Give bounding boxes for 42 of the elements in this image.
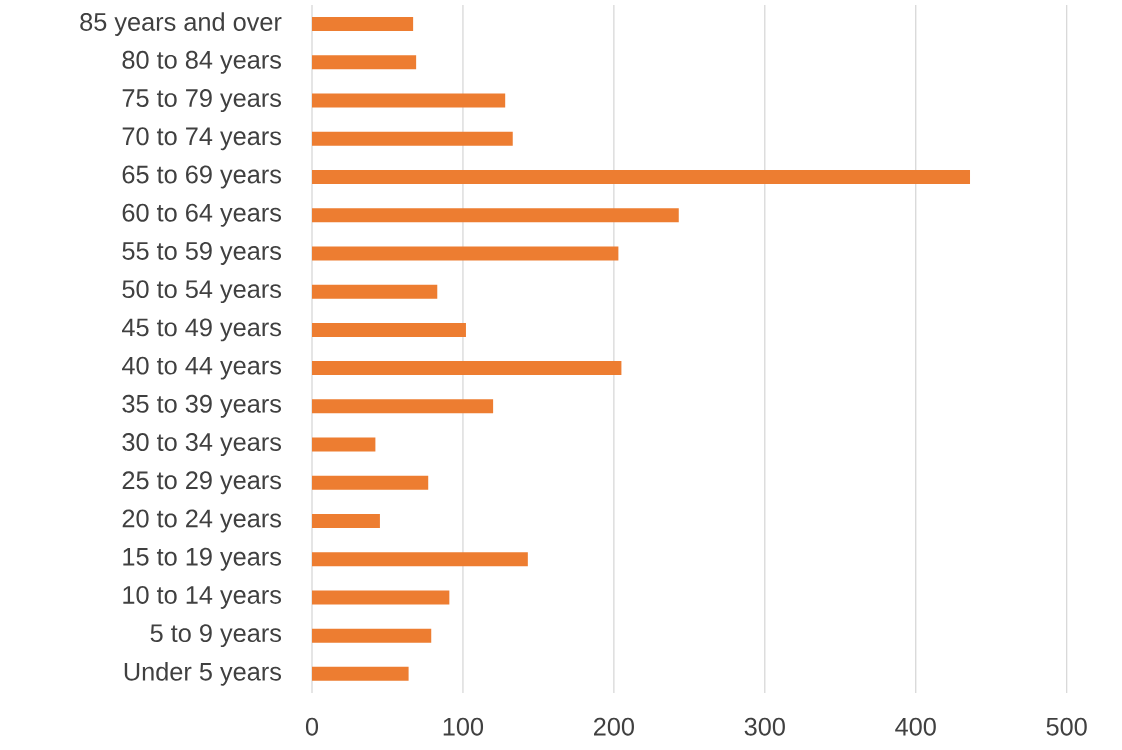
bar <box>312 322 466 337</box>
bar <box>312 17 414 32</box>
y-tick-label: 20 to 24 years <box>122 509 282 533</box>
y-tick-label: 35 to 39 years <box>122 394 282 418</box>
x-tick-label: 500 <box>1046 717 1087 736</box>
bar <box>312 131 513 146</box>
y-tick-label: 45 to 49 years <box>122 318 282 342</box>
x-tick-label: 400 <box>895 717 936 736</box>
y-tick-label: 40 to 44 years <box>122 356 282 380</box>
bar <box>312 284 438 299</box>
y-tick-label: 55 to 59 years <box>122 241 282 265</box>
bar <box>312 55 417 70</box>
bar <box>312 590 450 605</box>
y-tick-label: 60 to 64 years <box>122 203 282 227</box>
bar <box>312 361 622 376</box>
y-tick-label: 75 to 79 years <box>122 89 282 113</box>
bar <box>312 437 376 452</box>
bar <box>312 208 679 223</box>
y-tick-label: 25 to 29 years <box>122 471 282 495</box>
y-tick-label: 65 to 69 years <box>122 165 282 189</box>
bar <box>312 552 528 567</box>
bar <box>312 475 429 490</box>
bar <box>312 399 494 414</box>
y-tick-label: 85 years and over <box>80 12 282 36</box>
y-tick-label: 30 to 34 years <box>122 433 282 457</box>
bar <box>312 169 971 184</box>
x-tick-label: 300 <box>744 717 785 736</box>
y-tick-label: 10 to 14 years <box>123 585 282 609</box>
bar <box>312 666 409 681</box>
y-tick-label: 5 to 9 years <box>150 624 282 648</box>
y-tick-label: 80 to 84 years <box>122 50 282 74</box>
x-tick-label: 0 <box>305 717 319 736</box>
bar <box>312 513 380 528</box>
x-tick-label: 100 <box>443 717 484 736</box>
y-tick-label: 50 to 54 years <box>122 280 282 304</box>
bar <box>312 246 619 261</box>
bar <box>312 628 432 643</box>
x-tick-label: 200 <box>594 717 634 736</box>
y-tick-label: Under 5 years <box>124 662 281 686</box>
bar <box>312 93 506 108</box>
y-tick-label: 70 to 74 years <box>122 127 282 151</box>
y-tick-label: 15 to 19 years <box>123 547 282 571</box>
